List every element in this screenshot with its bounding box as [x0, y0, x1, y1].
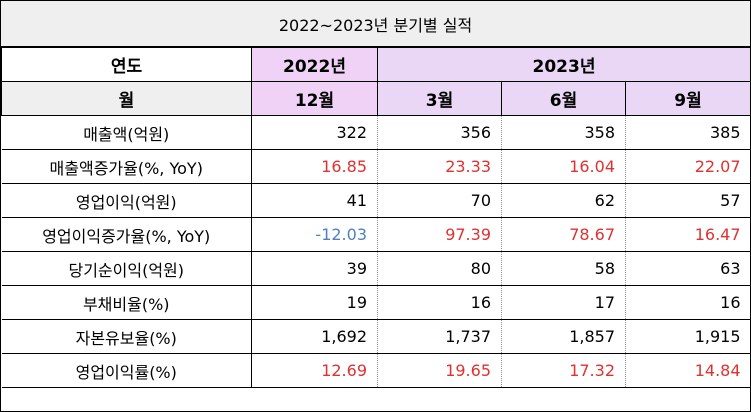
- table-row: 자본유보율(%) 1,692 1,737 1,857 1,915: [1, 319, 751, 354]
- value-cell: 16.85: [251, 149, 378, 184]
- value-cell: 57: [624, 183, 751, 218]
- table-title: 2022~2023년 분기별 실적: [1, 1, 750, 47]
- year-2022-header: 2022년: [251, 47, 378, 82]
- value-cell: 58: [501, 251, 626, 286]
- value-cell: 16.04: [501, 149, 626, 184]
- value-cell: 358: [501, 115, 626, 150]
- value-cell: 17: [501, 285, 626, 320]
- month-header-3: 3월: [377, 81, 502, 116]
- value-cell: 41: [251, 183, 378, 218]
- month-header-row: 월 12월 3월 6월 9월: [1, 81, 751, 116]
- value-cell: 17.32: [501, 353, 626, 388]
- table-row: 영업이익(억원) 41 70 62 57: [1, 183, 751, 218]
- table-row: 영업이익률(%) 12.69 19.65 17.32 14.84: [1, 353, 751, 388]
- value-cell: 16.47: [624, 217, 751, 252]
- month-header-6: 6월: [501, 81, 626, 116]
- table-row: 부채비율(%) 19 16 17 16: [1, 285, 751, 320]
- row-label: 당기순이익(억원): [1, 251, 252, 286]
- row-label: 매출액증가율(%, YoY): [1, 149, 252, 184]
- table-row: 당기순이익(억원) 39 80 58 63: [1, 251, 751, 286]
- value-cell: 63: [624, 251, 751, 286]
- value-cell: 23.33: [377, 149, 502, 184]
- month-label: 월: [1, 81, 252, 116]
- row-label: 영업이익증가율(%, YoY): [1, 217, 252, 252]
- row-label: 부채비율(%): [1, 285, 252, 320]
- value-cell: 385: [624, 115, 751, 150]
- value-cell: 16: [377, 285, 502, 320]
- value-cell: 16: [624, 285, 751, 320]
- value-cell: 70: [377, 183, 502, 218]
- value-cell: -12.03: [251, 217, 378, 252]
- value-cell: 1,915: [624, 319, 751, 354]
- value-cell: 12.69: [251, 353, 378, 388]
- value-cell: 19.65: [377, 353, 502, 388]
- year-2023-header: 2023년: [376, 47, 751, 82]
- value-cell: 78.67: [501, 217, 626, 252]
- value-cell: 19: [251, 285, 378, 320]
- row-label: 영업이익률(%): [1, 353, 252, 388]
- value-cell: 1,692: [251, 319, 378, 354]
- value-cell: 39: [251, 251, 378, 286]
- year-label: 연도: [1, 47, 252, 82]
- table-row: 매출액증가율(%, YoY) 16.85 23.33 16.04 22.07: [1, 149, 751, 184]
- value-cell: 62: [501, 183, 626, 218]
- value-cell: 1,857: [501, 319, 626, 354]
- row-label: 매출액(억원): [1, 115, 252, 150]
- table-row: 영업이익증가율(%, YoY) -12.03 97.39 78.67 16.47: [1, 217, 751, 252]
- value-cell: 322: [251, 115, 378, 150]
- value-cell: 22.07: [624, 149, 751, 184]
- value-cell: 80: [377, 251, 502, 286]
- value-cell: 14.84: [624, 353, 751, 388]
- month-header-9: 9월: [624, 81, 751, 116]
- month-header-12: 12월: [251, 81, 378, 116]
- row-label: 자본유보율(%): [1, 319, 252, 354]
- value-cell: 1,737: [377, 319, 502, 354]
- value-cell: 356: [377, 115, 502, 150]
- year-header-row: 연도 2022년 2023년: [1, 47, 751, 82]
- value-cell: 97.39: [377, 217, 502, 252]
- row-label: 영업이익(억원): [1, 183, 252, 218]
- table-row: 매출액(억원) 322 356 358 385: [1, 115, 751, 150]
- quarterly-performance-table: 연도 2022년 2023년 월 12월 3월 6월 9월 매출액(억원) 322…: [1, 47, 751, 388]
